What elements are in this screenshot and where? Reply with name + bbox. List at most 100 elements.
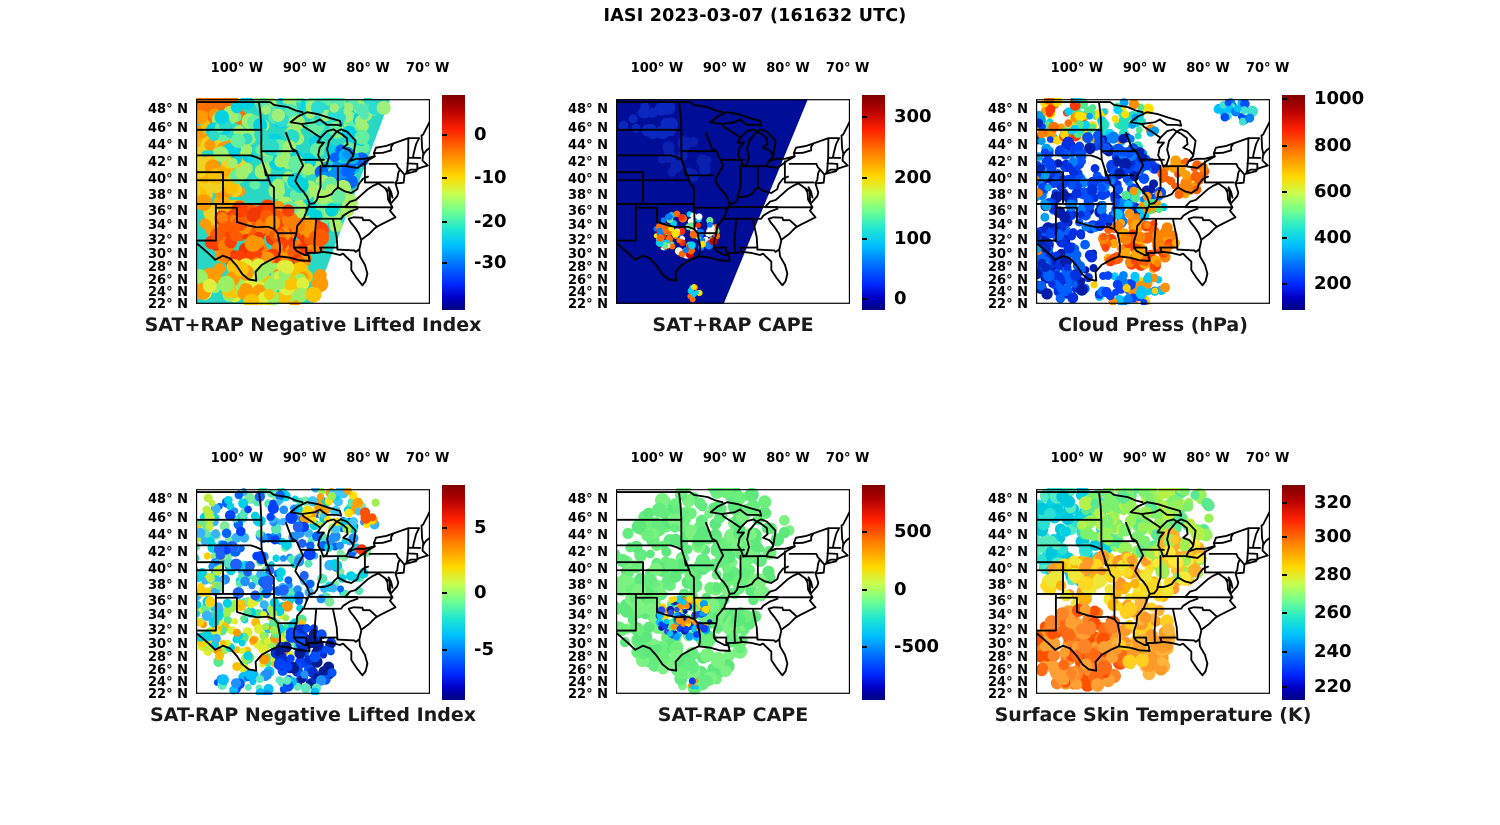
colorbar-tick-label: 0: [474, 123, 487, 145]
lat-tick-label: 34° N: [568, 608, 608, 624]
lat-tick-label: 46° N: [148, 120, 188, 136]
lat-tick-label: 38° N: [988, 578, 1028, 594]
lat-tick-label: 48° N: [988, 102, 1028, 117]
lat-tick-label: 30° N: [148, 246, 188, 262]
colorbar-tick: [1282, 236, 1287, 239]
lon-tick-label: 100° W: [210, 451, 264, 466]
panel-title-cloud-press: Cloud Press (hPa): [1058, 314, 1248, 336]
colorbar-tick-label: 600: [1314, 180, 1352, 202]
panel-title-sat-plus-rap-nli: SAT+RAP Negative Lifted Index: [144, 314, 482, 336]
lat-tick-label: 46° N: [148, 510, 188, 526]
colorbar-tick: [1282, 574, 1287, 577]
lat-tick-label: 30° N: [148, 636, 188, 652]
lat-tick-label: 26° N: [148, 272, 188, 288]
lat-tick-label: 40° N: [148, 561, 188, 577]
colorbar-tick: [1282, 686, 1287, 689]
lat-tick-label: 36° N: [148, 593, 188, 609]
lat-tick-label: 36° N: [988, 203, 1028, 219]
colorbar-tick: [862, 115, 867, 118]
lon-tick-label: 100° W: [630, 451, 684, 466]
colorbar-tick-label: 280: [1314, 564, 1352, 586]
lon-tick-label: 70° W: [825, 61, 870, 76]
lat-tick-label: 40° N: [988, 171, 1028, 187]
map-canvas-surface-skin-temp: [1036, 488, 1270, 694]
colorbar-tick: [442, 220, 447, 223]
lat-tick-label: 42° N: [568, 155, 608, 171]
lon-tick-label: 100° W: [630, 61, 684, 76]
colorbar-tick-label: 320: [1314, 492, 1352, 514]
lat-tick-label: 44° N: [568, 138, 608, 154]
colorbar-tick-label: 300: [894, 105, 932, 127]
map-panel-sat-minus-rap-nli: 100° W 90° W 80° W 70° W 48° N 46° N 44° N 42° …: [130, 446, 525, 758]
lat-tick-label: 24° N: [148, 675, 188, 691]
map-frame: [196, 99, 430, 304]
lat-tick-label: 38° N: [988, 188, 1028, 204]
lat-tick-label: 46° N: [568, 510, 608, 526]
map-area-sat-minus-rap-nli: [196, 488, 430, 695]
lat-tick-label: 22° N: [568, 686, 608, 702]
map-area-sat-plus-rap-nli: [196, 98, 430, 305]
colorbar-tick-label: -20: [474, 210, 507, 232]
colorbar-tick: [862, 238, 867, 241]
lat-tick-label: 26° N: [148, 662, 188, 678]
lon-tick-label: 100° W: [1050, 61, 1104, 76]
lon-tick-label: 90° W: [702, 61, 747, 76]
lat-tick-label: 22° N: [148, 686, 188, 702]
lat-tick-label: 46° N: [568, 120, 608, 136]
colorbar-tick-label: 300: [1314, 525, 1352, 547]
lon-tick-label: 80° W: [346, 61, 390, 76]
map-panel-sat-plus-rap-cape: 100° W 90° W 80° W 70° W 48° N 46° N 44° N 42° …: [550, 56, 945, 368]
colorbar-tick-label: 0: [474, 581, 487, 603]
retrieval-dots: [618, 100, 721, 303]
map-frame: [1036, 99, 1270, 304]
lat-tick-label: 42° N: [988, 545, 1028, 561]
lat-tick-label: 30° N: [988, 246, 1028, 262]
lat-tick-label: 34° N: [988, 218, 1028, 234]
lat-tick-label: 32° N: [568, 233, 608, 249]
colorbar-tick: [862, 589, 867, 592]
lat-tick-label: 36° N: [568, 593, 608, 609]
map-canvas-sat-minus-rap-cape: [616, 488, 850, 695]
lat-tick-label: 40° N: [988, 561, 1028, 577]
lat-tick-label: 22° N: [988, 296, 1028, 312]
colorbar-tick-label: 1000: [1314, 88, 1365, 110]
lon-tick-label: 80° W: [346, 451, 390, 466]
lat-tick-label: 24° N: [568, 285, 608, 301]
lat-tick-label: 48° N: [988, 492, 1028, 507]
lat-tick-label: 38° N: [568, 188, 608, 204]
lat-tick-label: 28° N: [148, 650, 188, 666]
lat-tick-label: 46° N: [988, 120, 1028, 136]
lat-tick-label: 48° N: [148, 492, 188, 507]
colorbar-sat-plus-rap-cape: [862, 95, 885, 310]
map-panel-sat-plus-rap-nli: 100° W 90° W 80° W 70° W 48° N 46° N 44° N 42° …: [130, 56, 525, 368]
colorbar-tick: [862, 646, 867, 649]
colorbar-tick-label: 400: [1314, 226, 1352, 248]
lon-tick-label: 80° W: [1186, 451, 1230, 466]
map-area-cloud-press: [1036, 98, 1270, 305]
figure-title: IASI 2023-03-07 (161632 UTC): [603, 6, 907, 26]
lon-tick-label: 90° W: [1122, 451, 1167, 466]
colorbar-tick: [442, 176, 447, 179]
lat-tick-label: 24° N: [988, 675, 1028, 691]
lat-tick-label: 32° N: [988, 233, 1028, 249]
lat-tick-label: 26° N: [988, 662, 1028, 678]
lat-tick-label: 42° N: [148, 155, 188, 171]
colorbar-tick: [862, 176, 867, 179]
lat-tick-label: 34° N: [568, 218, 608, 234]
lon-tick-label: 70° W: [405, 451, 450, 466]
colorbar-tick: [1282, 502, 1287, 505]
lon-tick-label: 90° W: [1122, 61, 1167, 76]
colorbar-tick: [1282, 144, 1287, 147]
colorbar-tick-label: 260: [1314, 601, 1352, 623]
colorbar-tick-label: 240: [1314, 640, 1352, 662]
colorbar-tick-label: 5: [474, 517, 487, 538]
lat-tick-label: 44° N: [988, 138, 1028, 154]
panel-title-sat-plus-rap-cape: SAT+RAP CAPE: [652, 314, 814, 336]
map-panel-cloud-press: 100° W 90° W 80° W 70° W 48° N 46° N 44° N 42° …: [970, 56, 1365, 368]
map-canvas-sat-plus-rap-nli: [196, 98, 430, 305]
lat-tick-label: 42° N: [988, 155, 1028, 171]
lat-tick-label: 34° N: [988, 608, 1028, 624]
map-area-surface-skin-temp: [1036, 488, 1270, 695]
lat-tick-label: 30° N: [568, 246, 608, 262]
lon-tick-label: 90° W: [282, 61, 327, 76]
